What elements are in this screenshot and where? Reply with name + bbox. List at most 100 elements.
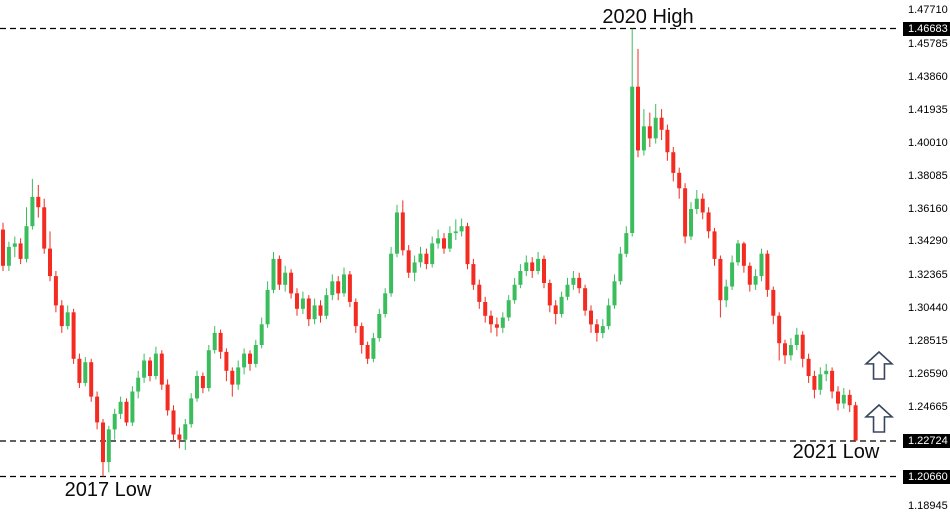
candle [289, 269, 294, 299]
candle [106, 425, 111, 473]
candle [330, 274, 335, 301]
price-level-tag: 1.22724 [903, 434, 950, 448]
candle-body [800, 334, 805, 359]
candle [783, 339, 787, 364]
candle-body [536, 258, 541, 271]
candle [259, 317, 264, 349]
candle-body [242, 353, 247, 368]
candle-body [747, 265, 752, 285]
candle-body [289, 272, 294, 294]
candle [700, 193, 705, 220]
candle-body [365, 345, 370, 359]
candle [359, 322, 364, 354]
candle-body [524, 262, 529, 271]
candle-body [641, 126, 646, 151]
candle-body [788, 345, 793, 356]
candle-body [741, 243, 746, 266]
candle-body [853, 405, 858, 441]
candle [118, 396, 123, 419]
candle [424, 248, 429, 270]
candle-body [206, 350, 211, 389]
candle-body [183, 424, 188, 440]
candle-body [330, 281, 335, 296]
candle-body [271, 258, 276, 290]
candle-body [736, 243, 740, 263]
candle [624, 226, 629, 258]
candle [324, 288, 329, 320]
price-axis-label: 1.28515 [908, 334, 948, 347]
up-arrow-icon[interactable] [863, 403, 895, 433]
candle [24, 207, 29, 263]
candle [295, 288, 299, 316]
candle [436, 229, 441, 249]
candle [847, 389, 852, 413]
candle-body [259, 324, 264, 345]
candle-body [424, 253, 429, 264]
candle-body [765, 253, 770, 290]
candle [506, 295, 511, 321]
candle-body [148, 360, 152, 376]
candle-body [200, 376, 205, 389]
candle-body [818, 374, 823, 390]
candle-body [771, 289, 776, 316]
candle [336, 276, 341, 301]
candle [412, 255, 417, 282]
candle [512, 277, 517, 304]
candle-body [624, 233, 629, 254]
candle-body [759, 253, 764, 277]
candle-body [471, 264, 476, 285]
candle [559, 291, 564, 318]
price-axis-label: 1.38085 [908, 170, 948, 182]
price-axis-label: 1.47710 [908, 4, 948, 17]
candle [618, 246, 623, 285]
candle-body [659, 117, 664, 130]
candle-body [824, 370, 829, 375]
annotation-2021-low[interactable]: 2021 Low [792, 441, 880, 463]
candle-body [48, 248, 52, 277]
candle [730, 255, 735, 290]
candle [177, 427, 182, 449]
candle-body [306, 298, 311, 320]
candle [606, 298, 611, 330]
candle-body [706, 212, 711, 232]
candle-body [65, 312, 70, 327]
up-arrow-icon[interactable] [863, 350, 895, 380]
candle [736, 240, 740, 266]
candle-body [18, 243, 23, 259]
candle [306, 295, 311, 327]
candle [42, 198, 47, 254]
candle-body [101, 422, 105, 463]
candle [653, 104, 658, 144]
candle-body [153, 353, 158, 376]
candle-body [506, 300, 511, 318]
candle-body [589, 310, 593, 325]
candle [824, 363, 829, 382]
candle [800, 331, 805, 368]
candle-body [500, 317, 505, 328]
candle [101, 419, 105, 477]
candle-body [459, 226, 464, 232]
candle [53, 271, 58, 313]
annotation-2020-high[interactable]: 2020 High [602, 6, 694, 28]
candle [65, 305, 70, 330]
candle [248, 350, 252, 371]
candle-body [295, 293, 299, 309]
candle [641, 109, 646, 156]
candle [271, 252, 276, 294]
candle-body [812, 376, 817, 390]
candle-body [653, 117, 658, 139]
candle-body [136, 377, 141, 392]
price-axis-label: 1.45785 [908, 37, 948, 50]
candle [442, 233, 446, 254]
candle [612, 274, 617, 309]
candle-body [559, 296, 564, 314]
candle [195, 370, 199, 402]
candle-body [195, 376, 199, 399]
candle-body [794, 334, 799, 345]
candle [447, 226, 452, 252]
candle-body [442, 238, 446, 249]
annotation-2017-low[interactable]: 2017 Low [64, 479, 152, 501]
candle-body [218, 332, 223, 352]
